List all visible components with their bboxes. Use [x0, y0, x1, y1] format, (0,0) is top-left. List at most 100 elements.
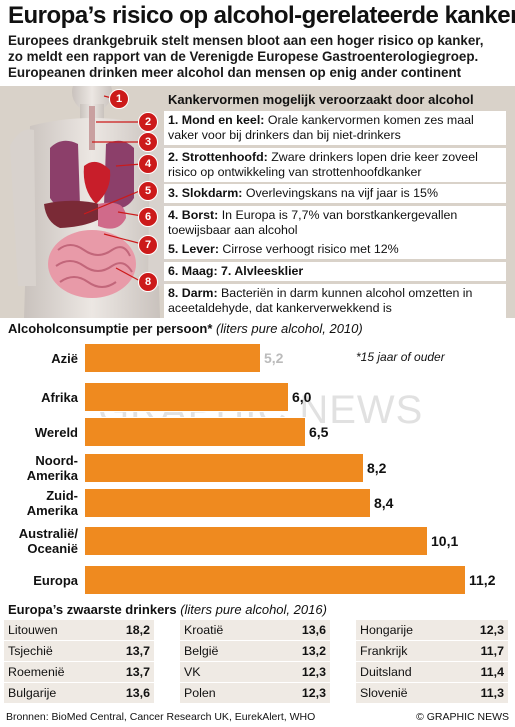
bar-value-label: 11,2 [469, 572, 496, 588]
drinker-row: Bulgarije 13,6 [4, 683, 154, 703]
bar-category-label: Noord- Amerika [0, 453, 78, 483]
marker-7-badge: 7 [138, 235, 158, 255]
drinker-country: Duitsland [360, 665, 412, 679]
cancer-item-head: 1. Mond en keel: [168, 113, 265, 127]
cancer-item-head: 3. Slokdarm: [168, 186, 243, 200]
cancer-item: 3. Slokdarm: Overlevingskans na vijf jaa… [164, 184, 506, 203]
marker-8-badge: 8 [138, 272, 158, 292]
bar-category-label: Azië [0, 351, 78, 366]
drinker-value: 11,3 [480, 686, 504, 700]
drinker-value: 18,2 [125, 623, 150, 637]
drinker-value: 12,3 [301, 665, 326, 679]
bar-category-label: Australië/Oceanië [0, 526, 78, 556]
marker-6-badge: 6 [138, 207, 158, 227]
bar-category-label: Wereld [0, 425, 78, 440]
bar-value-label: 10,1 [431, 533, 459, 549]
cancer-item-text: In Europa is 7,7% van borstkankergevalle… [168, 208, 458, 237]
drinker-value: 12,3 [479, 623, 504, 637]
bar-category-line: Azië [51, 350, 78, 366]
bar [84, 526, 428, 556]
drinker-row: Roemenië 13,7 [4, 662, 154, 682]
drinker-country: VK [184, 665, 201, 679]
copyright: © GRAPHIC NEWS [416, 711, 509, 723]
bar-category-label: Zuid- Amerika [0, 488, 78, 518]
bar [84, 417, 306, 447]
bar [84, 343, 261, 373]
bar-category-line: Zuid- [46, 488, 78, 503]
bar-value-label: 5,2 [264, 350, 284, 366]
cancer-types-title: Kankervormen mogelijk veroorzaakt door a… [168, 92, 474, 107]
drinker-country: Frankrijk [360, 644, 408, 658]
cancer-item-text: Cirrose verhoogt risico met 12% [218, 242, 399, 256]
marker-4-badge: 4 [138, 154, 158, 174]
drinker-country: Slovenië [360, 686, 408, 700]
footer: Bronnen: BioMed Central, Cancer Research… [0, 707, 515, 727]
cancer-item-text: Overlevingskans na vijf jaar is 15% [242, 186, 438, 200]
bar-value-label: 6,5 [309, 424, 329, 440]
bar-category-line: Afrika [41, 389, 78, 405]
drinker-row: VK 12,3 [180, 662, 330, 682]
cancer-item-text: Zware drinkers lopen drie keer zoveel ri… [168, 150, 478, 179]
bar-category-label: Afrika [0, 390, 78, 405]
bar-category-line: Amerika [26, 503, 78, 518]
bar-category-line: Oceanië [27, 541, 78, 556]
drinker-country: België [184, 644, 219, 658]
drinker-country: Polen [184, 686, 216, 700]
drinkers-title: Europa’s zwaarste drinkers (liters pure … [8, 602, 327, 617]
marker-2-badge: 2 [138, 112, 158, 132]
cancer-item: 2. Strottenhoofd: Zware drinkers lopen d… [164, 148, 506, 182]
drinker-row: Polen 12,3 [180, 683, 330, 703]
intro-line: zo meldt een rapport van de Verenigde Eu… [8, 49, 479, 64]
drinker-row: Frankrijk 11,7 [356, 641, 508, 661]
cancer-item-head: 4. Borst: [168, 208, 219, 222]
drinker-country: Kroatië [184, 623, 224, 637]
drinker-value: 11,4 [480, 665, 504, 679]
drinker-row: Kroatië 13,6 [180, 620, 330, 640]
bar-category-line: Noord- [35, 453, 78, 468]
cancer-item: 4. Borst: In Europa is 7,7% van borstkan… [164, 206, 506, 240]
drinker-value: 11,7 [480, 644, 504, 658]
bar-category-line: Europa [33, 572, 78, 588]
page-title: Europa’s risico op alcohol-gerelateerde … [8, 2, 515, 29]
intro-text: Europees drankgebruik stelt mensen bloot… [8, 33, 513, 81]
bar [84, 453, 364, 483]
drinker-country: Hongarije [360, 623, 414, 637]
chart-title: Alcoholconsumptie per persoon* (liters p… [8, 321, 363, 336]
bar [84, 565, 466, 595]
drinker-country: Roemenië [8, 665, 65, 679]
bar [84, 382, 289, 412]
cancer-item: 1. Mond en keel: Orale kankervormen kome… [164, 111, 506, 145]
chart-title-text: Alcoholconsumptie per persoon* [8, 321, 213, 336]
cancer-item-head: 2. Strottenhoofd: [168, 150, 268, 164]
bar-category-label: Europa [0, 573, 78, 588]
cancer-item-text: Orale kankervormen komen zes maal vaker … [168, 113, 474, 142]
bar-category-line: Wereld [34, 424, 78, 440]
drinkers-title-text: Europa’s zwaarste drinkers [8, 602, 177, 617]
drinker-row: Tsjechië 13,7 [4, 641, 154, 661]
cancer-item: 8. Darm: Bacteriën in darm kunnen alcoho… [164, 284, 506, 318]
drinkers-subtitle: (liters pure alcohol, 2016) [176, 602, 327, 617]
intro-line: Europeanen drinken meer alcohol dan mens… [8, 65, 462, 80]
drinker-value: 13,6 [301, 623, 326, 637]
drinker-value: 13,6 [125, 686, 150, 700]
drinker-country: Litouwen [8, 623, 58, 637]
bar-value-label: 8,2 [367, 460, 387, 476]
marker-3-badge: 3 [138, 132, 158, 152]
drinker-country: Tsjechië [8, 644, 53, 658]
drinker-value: 13,7 [125, 665, 150, 679]
bar-category-line: Australië/ [18, 526, 78, 541]
cancer-item: 5. Lever: Cirrose verhoogt risico met 12… [164, 240, 506, 259]
drinker-row: Hongarije 12,3 [356, 620, 508, 640]
bar-value-label: 8,4 [374, 495, 394, 511]
drinker-country: Bulgarije [8, 686, 57, 700]
marker-1-badge: 1 [109, 89, 129, 109]
drinker-row: Duitsland 11,4 [356, 662, 508, 682]
marker-5-badge: 5 [138, 181, 158, 201]
drinker-value: 13,7 [125, 644, 150, 658]
chart-subtitle: (liters pure alcohol, 2010) [212, 321, 363, 336]
cancer-item-head: 8. Darm: [168, 286, 218, 300]
cancer-item-head: 5. Lever: [168, 242, 219, 256]
drinker-row: Slovenië 11,3 [356, 683, 508, 703]
chart-footnote: *15 jaar of ouder [356, 350, 445, 364]
bar-category-line: Amerika [26, 468, 78, 483]
